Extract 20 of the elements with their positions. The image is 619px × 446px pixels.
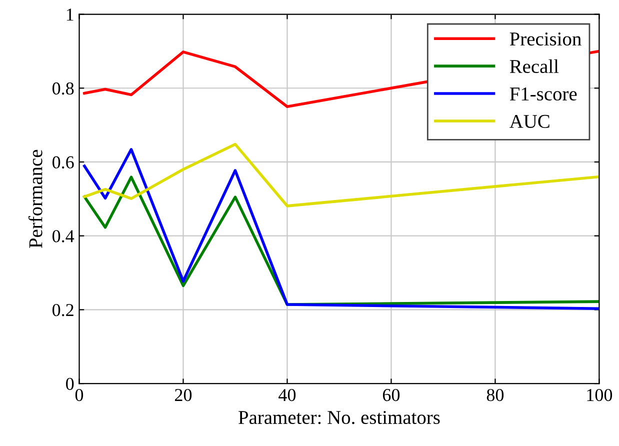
x-tick-label: 0 xyxy=(75,388,84,402)
x-tick-label: 80 xyxy=(486,388,504,402)
y-tick-label: 0 xyxy=(66,378,74,390)
line-series xyxy=(83,142,600,208)
legend-label: F1-score xyxy=(510,87,577,101)
x-tick-label: 20 xyxy=(174,388,192,402)
y-tick-label: 0.2 xyxy=(52,304,74,316)
y-tick-label: 0.8 xyxy=(52,82,74,95)
line-series xyxy=(83,148,600,310)
y-tick-label: 0.6 xyxy=(52,156,74,169)
x-axis-title: Parameter: No. estimators xyxy=(238,410,440,424)
legend-label: AUC xyxy=(510,114,550,128)
y-tick-label: 1 xyxy=(66,8,74,21)
x-tick-label: 100 xyxy=(587,388,612,402)
legend-label: Recall xyxy=(510,59,559,74)
legend-label: Precision xyxy=(510,32,582,46)
y-tick-label: 0.4 xyxy=(52,230,74,242)
y-axis-title: Performance xyxy=(28,150,42,248)
x-tick-label: 60 xyxy=(382,388,400,402)
x-tick-label: 40 xyxy=(278,388,296,402)
